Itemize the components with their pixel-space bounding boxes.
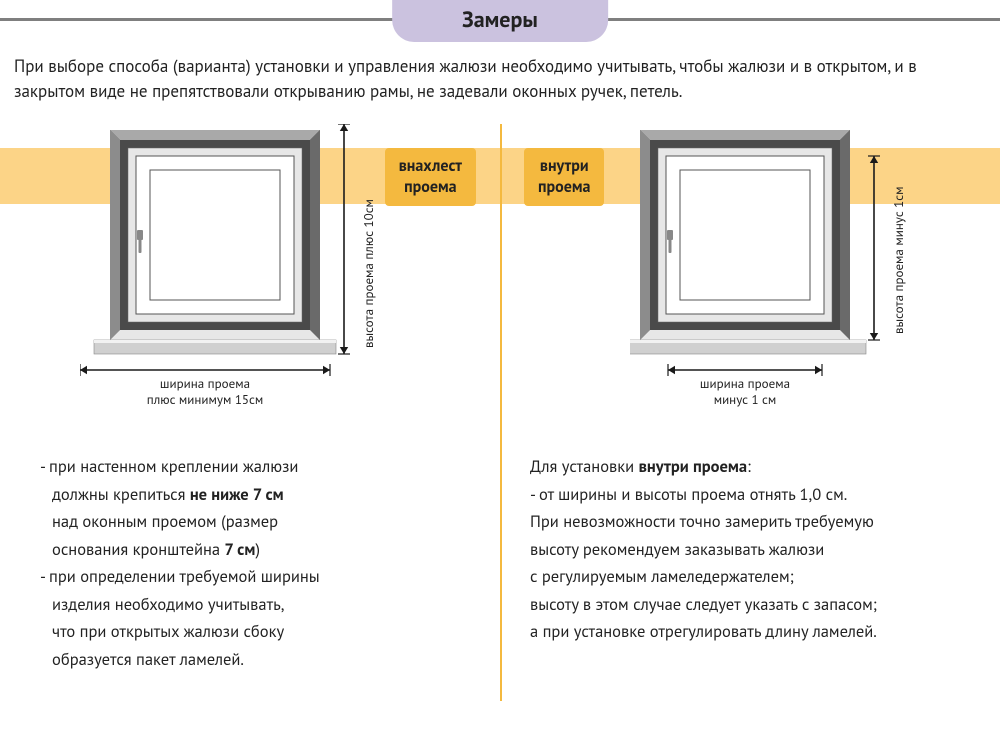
- instructions-left: - при настенном креплении жалюзидолжны к…: [38, 454, 468, 675]
- tag-overlap: внахлест проема: [385, 148, 476, 206]
- width-label-right: ширина проема минус 1 см: [685, 376, 805, 409]
- instructions-right: Для установки внутри проема: - от ширины…: [530, 454, 960, 647]
- height-label-right: высота проема минус 1см: [892, 187, 906, 335]
- intro-text: При выборе способа (варианта) установки …: [0, 40, 1000, 113]
- page-title: Замеры: [392, 0, 608, 42]
- header-row: Замеры: [0, 0, 1000, 40]
- height-label-left: высота проема плюс 10см: [362, 199, 376, 348]
- tag-inside: внутри проема: [524, 148, 604, 206]
- width-label-left: ширина проема плюс минимум 15см: [135, 376, 275, 409]
